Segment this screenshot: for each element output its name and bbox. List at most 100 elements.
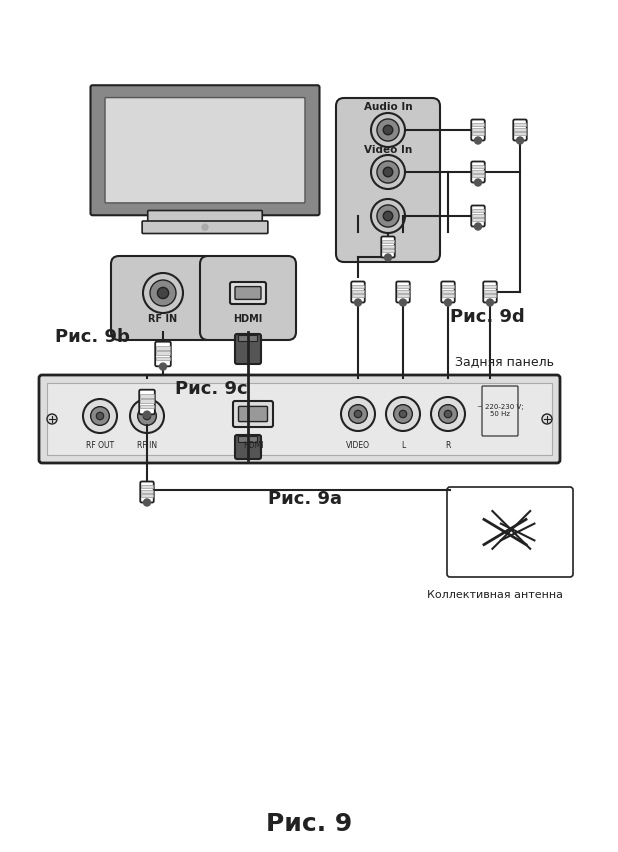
Text: RF IN: RF IN xyxy=(137,441,157,451)
FancyBboxPatch shape xyxy=(139,389,154,414)
FancyBboxPatch shape xyxy=(383,245,394,248)
Circle shape xyxy=(150,280,176,306)
Circle shape xyxy=(371,113,405,147)
Text: Рис. 9с: Рис. 9с xyxy=(175,380,248,398)
FancyBboxPatch shape xyxy=(239,436,258,442)
FancyBboxPatch shape xyxy=(105,98,305,203)
Circle shape xyxy=(386,397,420,431)
Circle shape xyxy=(143,412,151,420)
Circle shape xyxy=(444,299,452,306)
FancyBboxPatch shape xyxy=(111,256,215,340)
FancyBboxPatch shape xyxy=(383,250,394,252)
Circle shape xyxy=(439,405,457,423)
Text: Audio In: Audio In xyxy=(363,102,412,112)
Text: Коллективная антенна: Коллективная антенна xyxy=(427,590,563,600)
Circle shape xyxy=(475,223,481,230)
FancyBboxPatch shape xyxy=(442,290,454,293)
Circle shape xyxy=(383,211,393,221)
Circle shape xyxy=(444,411,452,417)
Circle shape xyxy=(377,161,399,183)
FancyBboxPatch shape xyxy=(142,494,153,498)
FancyBboxPatch shape xyxy=(233,401,273,427)
Circle shape xyxy=(341,397,375,431)
Text: ~ 220-230 V;
50 Hz: ~ 220-230 V; 50 Hz xyxy=(476,404,523,417)
FancyBboxPatch shape xyxy=(483,281,497,302)
FancyBboxPatch shape xyxy=(142,490,153,492)
Circle shape xyxy=(475,137,481,144)
Circle shape xyxy=(83,399,117,433)
FancyBboxPatch shape xyxy=(156,351,170,355)
Circle shape xyxy=(475,179,481,186)
FancyBboxPatch shape xyxy=(472,132,484,135)
FancyBboxPatch shape xyxy=(472,165,484,168)
FancyBboxPatch shape xyxy=(235,334,261,364)
FancyBboxPatch shape xyxy=(140,405,154,408)
Circle shape xyxy=(96,412,104,420)
Circle shape xyxy=(202,224,208,230)
Circle shape xyxy=(399,299,407,306)
FancyBboxPatch shape xyxy=(381,237,395,257)
Text: L: L xyxy=(401,441,405,451)
Circle shape xyxy=(371,199,405,233)
Text: RF IN: RF IN xyxy=(148,314,177,324)
FancyBboxPatch shape xyxy=(140,394,154,398)
FancyBboxPatch shape xyxy=(442,294,454,297)
FancyBboxPatch shape xyxy=(352,290,364,293)
Text: Задняя панель: Задняя панель xyxy=(455,355,554,368)
Circle shape xyxy=(384,254,391,261)
Circle shape xyxy=(377,205,399,227)
FancyBboxPatch shape xyxy=(239,336,258,342)
Circle shape xyxy=(394,405,412,423)
Circle shape xyxy=(399,411,407,417)
Circle shape xyxy=(138,406,156,425)
FancyBboxPatch shape xyxy=(140,481,154,503)
FancyBboxPatch shape xyxy=(472,210,484,212)
FancyBboxPatch shape xyxy=(472,162,485,182)
FancyBboxPatch shape xyxy=(39,375,560,463)
Circle shape xyxy=(158,287,169,298)
FancyBboxPatch shape xyxy=(514,119,527,141)
Circle shape xyxy=(143,499,151,506)
FancyBboxPatch shape xyxy=(142,221,268,233)
Circle shape xyxy=(371,155,405,189)
Text: Рис. 9а: Рис. 9а xyxy=(268,490,342,508)
FancyBboxPatch shape xyxy=(472,124,484,126)
FancyBboxPatch shape xyxy=(156,357,170,360)
FancyBboxPatch shape xyxy=(140,400,154,403)
FancyBboxPatch shape xyxy=(397,285,408,288)
FancyBboxPatch shape xyxy=(148,210,262,227)
FancyBboxPatch shape xyxy=(235,286,261,299)
FancyBboxPatch shape xyxy=(352,294,364,297)
FancyBboxPatch shape xyxy=(383,240,394,244)
Circle shape xyxy=(349,405,367,423)
FancyBboxPatch shape xyxy=(472,214,484,216)
Circle shape xyxy=(143,412,151,418)
Circle shape xyxy=(355,299,362,306)
Circle shape xyxy=(486,299,494,306)
Circle shape xyxy=(431,397,465,431)
FancyBboxPatch shape xyxy=(235,435,261,459)
Text: Video In: Video In xyxy=(364,145,412,155)
Text: R: R xyxy=(446,441,451,451)
Circle shape xyxy=(354,411,362,417)
Circle shape xyxy=(47,414,57,424)
FancyBboxPatch shape xyxy=(472,128,484,130)
Text: VIDEO: VIDEO xyxy=(346,441,370,451)
FancyBboxPatch shape xyxy=(472,205,485,227)
Circle shape xyxy=(91,406,109,425)
FancyBboxPatch shape xyxy=(397,290,408,293)
FancyBboxPatch shape xyxy=(200,256,296,340)
FancyBboxPatch shape xyxy=(485,294,496,297)
FancyBboxPatch shape xyxy=(514,128,526,130)
FancyBboxPatch shape xyxy=(441,281,455,302)
Circle shape xyxy=(377,119,399,141)
Circle shape xyxy=(143,273,183,313)
FancyBboxPatch shape xyxy=(352,285,364,288)
FancyBboxPatch shape xyxy=(472,218,484,222)
Circle shape xyxy=(383,125,393,135)
FancyBboxPatch shape xyxy=(142,486,153,488)
Circle shape xyxy=(383,167,393,176)
FancyBboxPatch shape xyxy=(514,124,526,126)
Circle shape xyxy=(159,363,166,370)
FancyBboxPatch shape xyxy=(397,294,408,297)
